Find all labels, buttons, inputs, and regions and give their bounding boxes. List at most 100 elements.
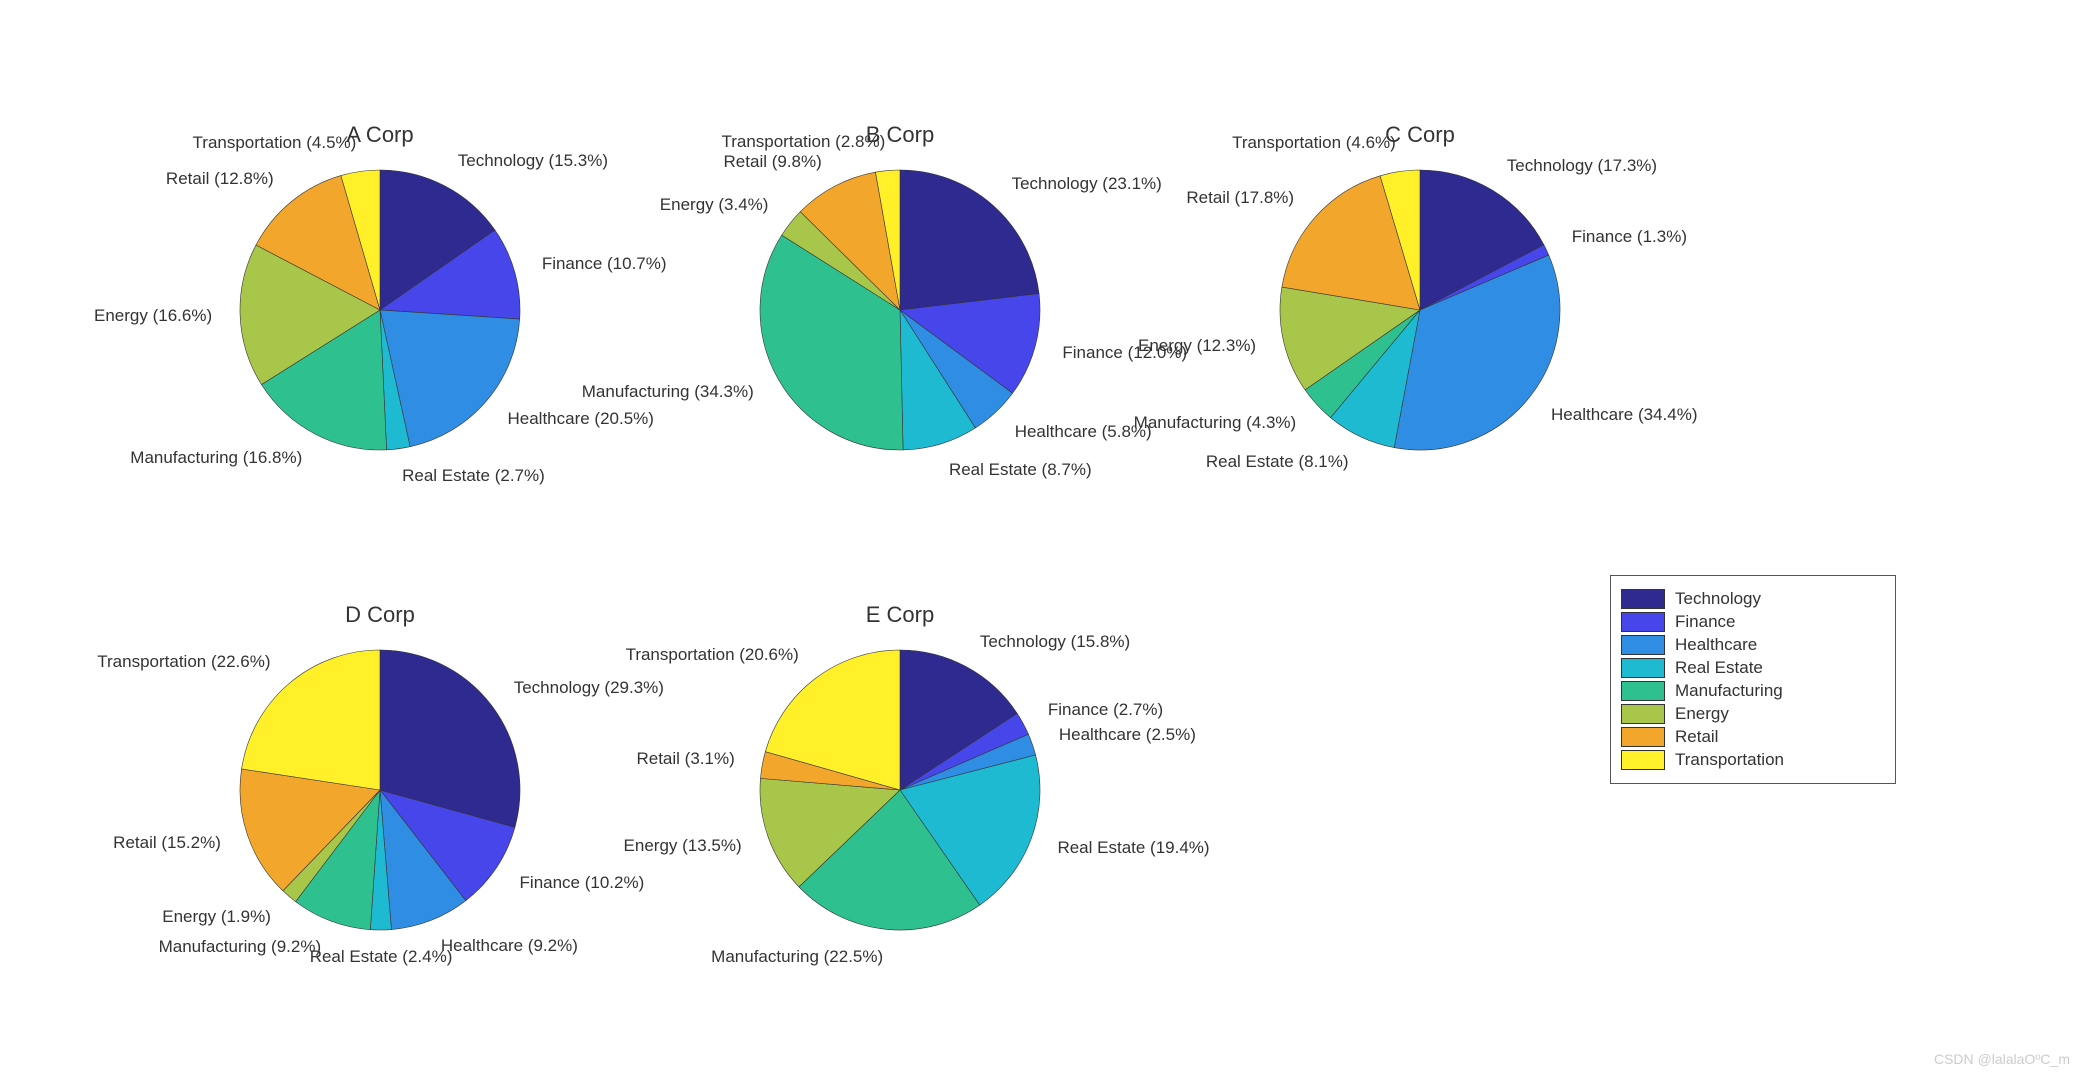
slice-label: Energy (12.3%) <box>1138 336 1256 356</box>
slice-label-text: Technology (23.1%) <box>1012 174 1162 193</box>
slice-label-text: Manufacturing (4.3%) <box>1134 413 1297 432</box>
legend-label: Retail <box>1675 727 1718 747</box>
slice-label: Finance (2.7%) <box>1048 700 1163 720</box>
slice-label: Manufacturing (34.3%) <box>582 382 754 402</box>
slice-label-text: Energy (16.6%) <box>94 306 212 325</box>
slice-label: Manufacturing (4.3%) <box>1134 413 1297 433</box>
slice-label-text: Retail (12.8%) <box>166 169 274 188</box>
slice-label: Energy (16.6%) <box>94 306 212 326</box>
slice-label: Healthcare (2.5%) <box>1059 725 1196 745</box>
slice-label-text: Manufacturing (9.2%) <box>159 937 322 956</box>
watermark: CSDN @lalalaOºC_m <box>1934 1051 2070 1067</box>
slice-label-text: Real Estate (8.1%) <box>1206 452 1349 471</box>
slice-label: Energy (3.4%) <box>660 195 769 215</box>
slice-label: Transportation (4.6%) <box>1232 133 1396 153</box>
slice-label-text: Energy (1.9%) <box>162 907 271 926</box>
slice-label: Finance (10.2%) <box>520 873 645 893</box>
slice-label: Technology (15.8%) <box>980 632 1130 652</box>
slice-label: Technology (17.3%) <box>1507 156 1657 176</box>
slice-label-text: Transportation (2.8%) <box>721 132 885 151</box>
slice-label: Energy (13.5%) <box>624 836 742 856</box>
pie-chart: E CorpTechnology (15.8%)Finance (2.7%)He… <box>640 530 1160 1010</box>
slice-label: Manufacturing (22.5%) <box>711 947 883 967</box>
legend-label: Real Estate <box>1675 658 1763 678</box>
slice-label-text: Retail (9.8%) <box>724 152 822 171</box>
slice-label: Retail (9.8%) <box>724 152 822 172</box>
slice-label-text: Technology (15.8%) <box>980 632 1130 651</box>
pie-chart: C CorpTechnology (17.3%)Finance (1.3%)He… <box>1160 50 1680 530</box>
slice-label: Technology (23.1%) <box>1012 174 1162 194</box>
slice-label-text: Retail (3.1%) <box>636 749 734 768</box>
slice-label: Healthcare (34.4%) <box>1551 405 1697 425</box>
slice-label: Retail (17.8%) <box>1186 188 1294 208</box>
slice-label: Transportation (2.8%) <box>721 132 885 152</box>
slice-label-text: Transportation (4.6%) <box>1232 133 1396 152</box>
legend-swatch <box>1621 612 1665 632</box>
legend-item: Real Estate <box>1621 658 1881 678</box>
slice-label: Manufacturing (16.8%) <box>130 448 302 468</box>
legend-swatch <box>1621 727 1665 747</box>
legend-label: Manufacturing <box>1675 681 1783 701</box>
slice-label-text: Real Estate (8.7%) <box>949 460 1092 479</box>
slice-label-text: Manufacturing (16.8%) <box>130 448 302 467</box>
slice-label-text: Finance (2.7%) <box>1048 700 1163 719</box>
legend: Technology Finance Healthcare Real Estate Ma… <box>1610 575 1896 784</box>
slice-label: Technology (15.3%) <box>458 151 608 171</box>
slice-label-text: Technology (15.3%) <box>458 151 608 170</box>
slice-label-text: Energy (3.4%) <box>660 195 769 214</box>
slice-label: Retail (15.2%) <box>113 833 221 853</box>
slice-label: Healthcare (5.8%) <box>1015 422 1152 442</box>
slice-label: Transportation (22.6%) <box>97 652 270 672</box>
slice-label: Real Estate (2.4%) <box>310 947 453 967</box>
slice-label-text: Healthcare (2.5%) <box>1059 725 1196 744</box>
legend-item: Technology <box>1621 589 1881 609</box>
slice-label-text: Retail (17.8%) <box>1186 188 1294 207</box>
slice-label-text: Finance (10.2%) <box>520 873 645 892</box>
legend-label: Transportation <box>1675 750 1784 770</box>
slice-label-text: Transportation (4.5%) <box>193 133 357 152</box>
legend-item: Healthcare <box>1621 635 1881 655</box>
slice-label-text: Retail (15.2%) <box>113 833 221 852</box>
slice-label: Real Estate (2.7%) <box>402 466 545 486</box>
pie-chart: A CorpTechnology (15.3%)Finance (10.7%)H… <box>120 50 640 530</box>
slice-label-text: Healthcare (5.8%) <box>1015 422 1152 441</box>
slice-label-text: Real Estate (2.4%) <box>310 947 453 966</box>
slice-label: Retail (3.1%) <box>636 749 734 769</box>
pie-svg <box>640 50 1160 530</box>
slice-label-text: Healthcare (20.5%) <box>507 409 653 428</box>
legend-swatch <box>1621 750 1665 770</box>
legend-item: Manufacturing <box>1621 681 1881 701</box>
pie-chart: D CorpTechnology (29.3%)Finance (10.2%)H… <box>120 530 640 1010</box>
slice-label: Finance (1.3%) <box>1572 227 1687 247</box>
slice-label: Real Estate (8.1%) <box>1206 452 1349 472</box>
legend-label: Technology <box>1675 589 1761 609</box>
slice-label: Energy (1.9%) <box>162 907 271 927</box>
slice-label-text: Transportation (22.6%) <box>97 652 270 671</box>
legend-swatch <box>1621 635 1665 655</box>
slice-label-text: Manufacturing (22.5%) <box>711 947 883 966</box>
legend-label: Finance <box>1675 612 1735 632</box>
slice-label-text: Technology (17.3%) <box>1507 156 1657 175</box>
slice-label: Transportation (4.5%) <box>193 133 357 153</box>
slice-label-text: Real Estate (2.7%) <box>402 466 545 485</box>
legend-swatch <box>1621 681 1665 701</box>
legend-label: Healthcare <box>1675 635 1757 655</box>
slice-label-text: Real Estate (19.4%) <box>1057 838 1209 857</box>
legend-swatch <box>1621 704 1665 724</box>
slice-label: Healthcare (9.2%) <box>441 936 578 956</box>
slice-label-text: Healthcare (34.4%) <box>1551 405 1697 424</box>
slice-label: Real Estate (19.4%) <box>1057 838 1209 858</box>
slice-label-text: Healthcare (9.2%) <box>441 936 578 955</box>
slice-label: Transportation (20.6%) <box>626 645 799 665</box>
slice-label-text: Energy (13.5%) <box>624 836 742 855</box>
legend-item: Finance <box>1621 612 1881 632</box>
slice-label: Retail (12.8%) <box>166 169 274 189</box>
slice-label-text: Finance (1.3%) <box>1572 227 1687 246</box>
legend-item: Energy <box>1621 704 1881 724</box>
pie-chart: B CorpTechnology (23.1%)Finance (12.0%)H… <box>640 50 1160 530</box>
legend-item: Transportation <box>1621 750 1881 770</box>
slice-label-text: Manufacturing (34.3%) <box>582 382 754 401</box>
legend-item: Retail <box>1621 727 1881 747</box>
figure-canvas: A CorpTechnology (15.3%)Finance (10.7%)H… <box>0 0 2082 1073</box>
legend-swatch <box>1621 658 1665 678</box>
